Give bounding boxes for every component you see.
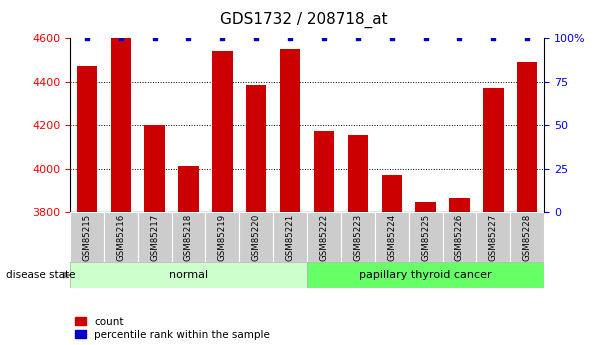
Point [82, 35, 92, 41]
Bar [307, 212, 341, 262]
Text: normal: normal [169, 270, 208, 280]
Point [455, 35, 465, 41]
Text: GSM85222: GSM85222 [319, 214, 328, 261]
Point [421, 35, 430, 41]
Text: disease state: disease state [6, 270, 75, 280]
Bar [178, 166, 199, 212]
Text: GSM85218: GSM85218 [184, 214, 193, 261]
Bar [246, 85, 266, 212]
Point [218, 35, 227, 41]
Bar [449, 198, 469, 212]
Text: GSM85225: GSM85225 [421, 214, 430, 261]
Point [387, 35, 396, 41]
Bar [280, 49, 300, 212]
Bar [212, 51, 232, 212]
Text: GSM85217: GSM85217 [150, 214, 159, 261]
Bar [314, 130, 334, 212]
Bar [206, 212, 240, 262]
Bar [348, 135, 368, 212]
Point [522, 35, 532, 41]
Text: GSM85221: GSM85221 [286, 214, 295, 261]
Bar [409, 212, 443, 262]
Bar [307, 262, 544, 288]
Text: GSM85228: GSM85228 [523, 214, 532, 261]
Point [116, 35, 126, 41]
Point [285, 35, 295, 41]
Point [353, 35, 363, 41]
Bar [375, 212, 409, 262]
Bar [273, 212, 307, 262]
Text: GDS1732 / 208718_at: GDS1732 / 208718_at [220, 12, 388, 28]
Bar [415, 203, 436, 212]
Bar [517, 62, 537, 212]
Bar [382, 175, 402, 212]
Text: GSM85216: GSM85216 [116, 214, 125, 261]
Point [150, 35, 159, 41]
Text: GSM85224: GSM85224 [387, 214, 396, 261]
Bar [70, 212, 104, 262]
Point [251, 35, 261, 41]
Bar [77, 66, 97, 212]
Bar [240, 212, 273, 262]
Bar [510, 212, 544, 262]
Point [488, 35, 498, 41]
Bar [443, 212, 477, 262]
Text: GSM85223: GSM85223 [353, 214, 362, 261]
Bar [171, 212, 206, 262]
Bar [104, 212, 137, 262]
Bar [70, 262, 307, 288]
Text: GSM85220: GSM85220 [252, 214, 261, 261]
Text: GSM85227: GSM85227 [489, 214, 498, 261]
Bar [137, 212, 171, 262]
Bar [341, 212, 375, 262]
Point [319, 35, 329, 41]
Legend: count, percentile rank within the sample: count, percentile rank within the sample [75, 317, 270, 340]
Text: GSM85219: GSM85219 [218, 214, 227, 261]
Bar [477, 212, 510, 262]
Bar [483, 88, 503, 212]
Text: papillary thyroid cancer: papillary thyroid cancer [359, 270, 492, 280]
Text: GSM85226: GSM85226 [455, 214, 464, 261]
Bar [111, 38, 131, 212]
Bar [145, 125, 165, 212]
Point [184, 35, 193, 41]
Text: GSM85215: GSM85215 [82, 214, 91, 261]
